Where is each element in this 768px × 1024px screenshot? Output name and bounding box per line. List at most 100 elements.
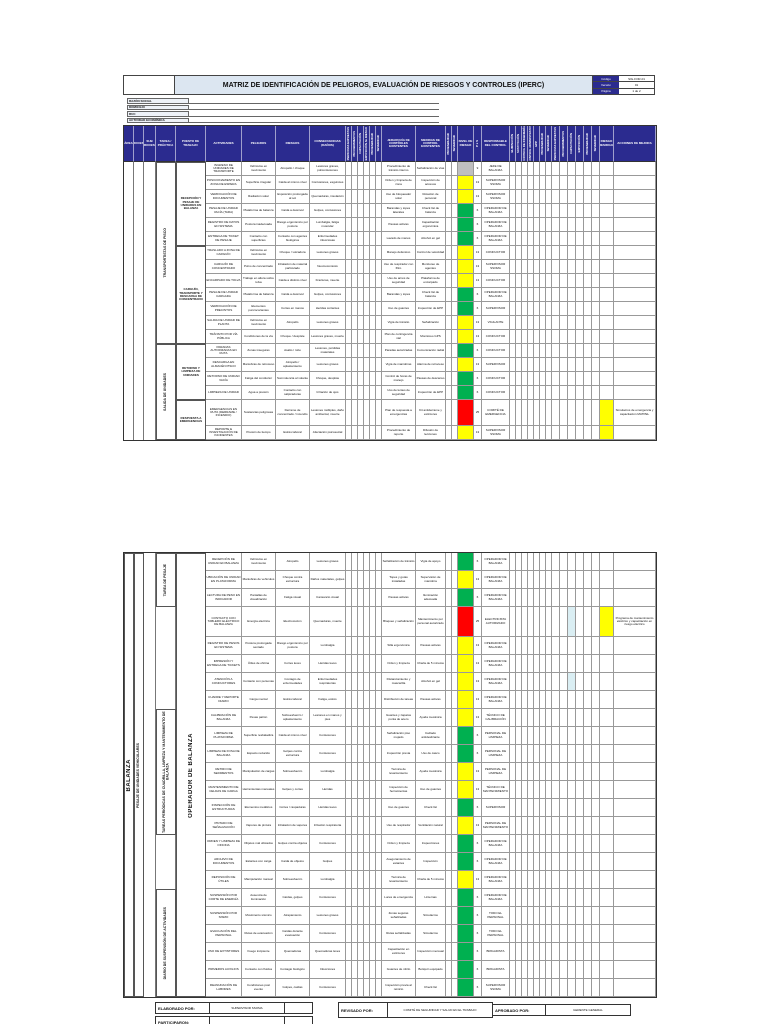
cell-n5: [370, 691, 376, 709]
cell-nv: 6: [474, 943, 482, 961]
cell-r5: [584, 607, 592, 637]
cell-pel: Ausencia de iluminación: [242, 889, 276, 907]
cell-r3: [568, 817, 576, 835]
cell-rcolor: [600, 218, 614, 232]
cell-v1: [510, 302, 516, 316]
cell-n8: [452, 260, 458, 274]
cell-act: REGISTRO DE PESOS EN SISTEMA: [206, 637, 242, 655]
cell-act: INGRESO DE UNIDADES DE TRANSPORTE: [206, 162, 242, 176]
cell-n6: [376, 853, 382, 871]
group-label-tarea: TAREA DE PESAJE: [156, 553, 176, 607]
cell-n7: [446, 979, 452, 997]
cell-r6: [592, 835, 600, 853]
cell-r3: [568, 871, 576, 889]
cell-v5: [534, 316, 540, 330]
cell-v3: [522, 316, 528, 330]
cell-mej: [614, 386, 656, 400]
cell-rie: Choque / volcadura: [276, 246, 310, 260]
cell-me: Control de velocidad: [416, 246, 446, 260]
cell-n4: [364, 835, 370, 853]
cell-r5: [584, 637, 592, 655]
cell-v1: [510, 344, 516, 358]
cell-v4: [528, 607, 534, 637]
cell-n1: [346, 655, 352, 673]
cell-mej: [614, 344, 656, 358]
cell-act: LECTURA DE PESO EN INDICADOR: [206, 589, 242, 607]
cell-n6: [376, 709, 382, 727]
cell-n1: [346, 763, 352, 781]
cell-v4: [528, 162, 534, 176]
cell-r4: [576, 835, 584, 853]
cell-n3: [358, 745, 364, 763]
cell-v7: [546, 745, 552, 763]
cell-n5: [370, 817, 376, 835]
cell-n2: [352, 907, 358, 925]
cell-rcolor: [600, 553, 614, 571]
cell-r2: [560, 162, 568, 176]
cell-con: Lesiones, pérdidas materiales: [310, 344, 346, 358]
cell-r1: [552, 553, 560, 571]
cell-rcolor: [600, 589, 614, 607]
cell-n1: [346, 162, 352, 176]
iperc-matrix-page-1: ÁREAPROCESOSUB PROCESOTAREA / PRÁCTICAPU…: [123, 125, 657, 441]
cell-pel: Estantes con carga: [242, 853, 276, 871]
cell-v5: [534, 961, 540, 979]
cell-r3: [568, 655, 576, 673]
cell-n3: [358, 943, 364, 961]
cell-act: MANTENIMIENTO DE CELDAS DE CARGA: [206, 781, 242, 799]
cell-r4: [576, 260, 584, 274]
revisado-value: COMITÉ DE SEGURIDAD Y SALUD EN EL TRABAJ…: [388, 1002, 493, 1018]
cell-v5: [534, 979, 540, 997]
cell-v5: [534, 260, 540, 274]
header-nv: P x S: [474, 126, 482, 162]
cell-n7: [446, 288, 452, 302]
cell-act: REGISTRO DE DATOS EN SISTEMA: [206, 218, 242, 232]
cell-n5: [370, 835, 376, 853]
cell-me: Capacitación ergonómica: [416, 218, 446, 232]
cell-r6: [592, 907, 600, 925]
cell-me: Iluminación adecuada: [416, 589, 446, 607]
cell-r5: [584, 218, 592, 232]
cell-rie: Cortes leves: [276, 655, 310, 673]
cell-rie: Caída de objetos: [276, 853, 310, 871]
cell-rcolor: [600, 709, 614, 727]
cell-n4: [364, 799, 370, 817]
cell-ce: Inspección previa: [382, 745, 416, 763]
cell-n5: [370, 372, 376, 386]
cell-ce: Uso de guantes: [382, 302, 416, 316]
cell-con: Cansancio visual: [310, 589, 346, 607]
cell-r5: [584, 372, 592, 386]
cell-rie: Caída a desnivel: [276, 204, 310, 218]
cell-r6: [592, 386, 600, 400]
cell-v6: [540, 799, 546, 817]
cell-nivel: [458, 943, 474, 961]
cell-r6: [592, 745, 600, 763]
column-cover-subproc: [144, 553, 156, 997]
cell-n5: [370, 302, 376, 316]
cell-nv: 6: [474, 218, 482, 232]
cell-n2: [352, 655, 358, 673]
cell-mej: [614, 889, 656, 907]
cell-con: Daños materiales, golpes: [310, 571, 346, 589]
cell-n5: [370, 190, 376, 204]
cell-r4: [576, 655, 584, 673]
cell-n2: [352, 426, 358, 440]
cell-r1: [552, 817, 560, 835]
cell-v5: [534, 925, 540, 943]
cell-n2: [352, 204, 358, 218]
cell-v2: [516, 781, 522, 799]
cell-n6: [376, 889, 382, 907]
cell-n5: [370, 781, 376, 799]
cell-v1: [510, 727, 516, 745]
cell-pel: Manipulación manual: [242, 871, 276, 889]
cell-n8: [452, 330, 458, 344]
cell-rcolor: [600, 889, 614, 907]
cell-n3: [358, 589, 364, 607]
cell-mej: [614, 925, 656, 943]
cell-con: Lesiones graves: [310, 358, 346, 372]
cell-act: REPOSICIÓN DE ÚTILES: [206, 871, 242, 889]
cell-r4: [576, 571, 584, 589]
cell-v1: [510, 162, 516, 176]
matrix-row: LIMPIEZA DE PLATAFORMA Superficie resbala…: [124, 727, 656, 745]
cell-rcolor: [600, 302, 614, 316]
